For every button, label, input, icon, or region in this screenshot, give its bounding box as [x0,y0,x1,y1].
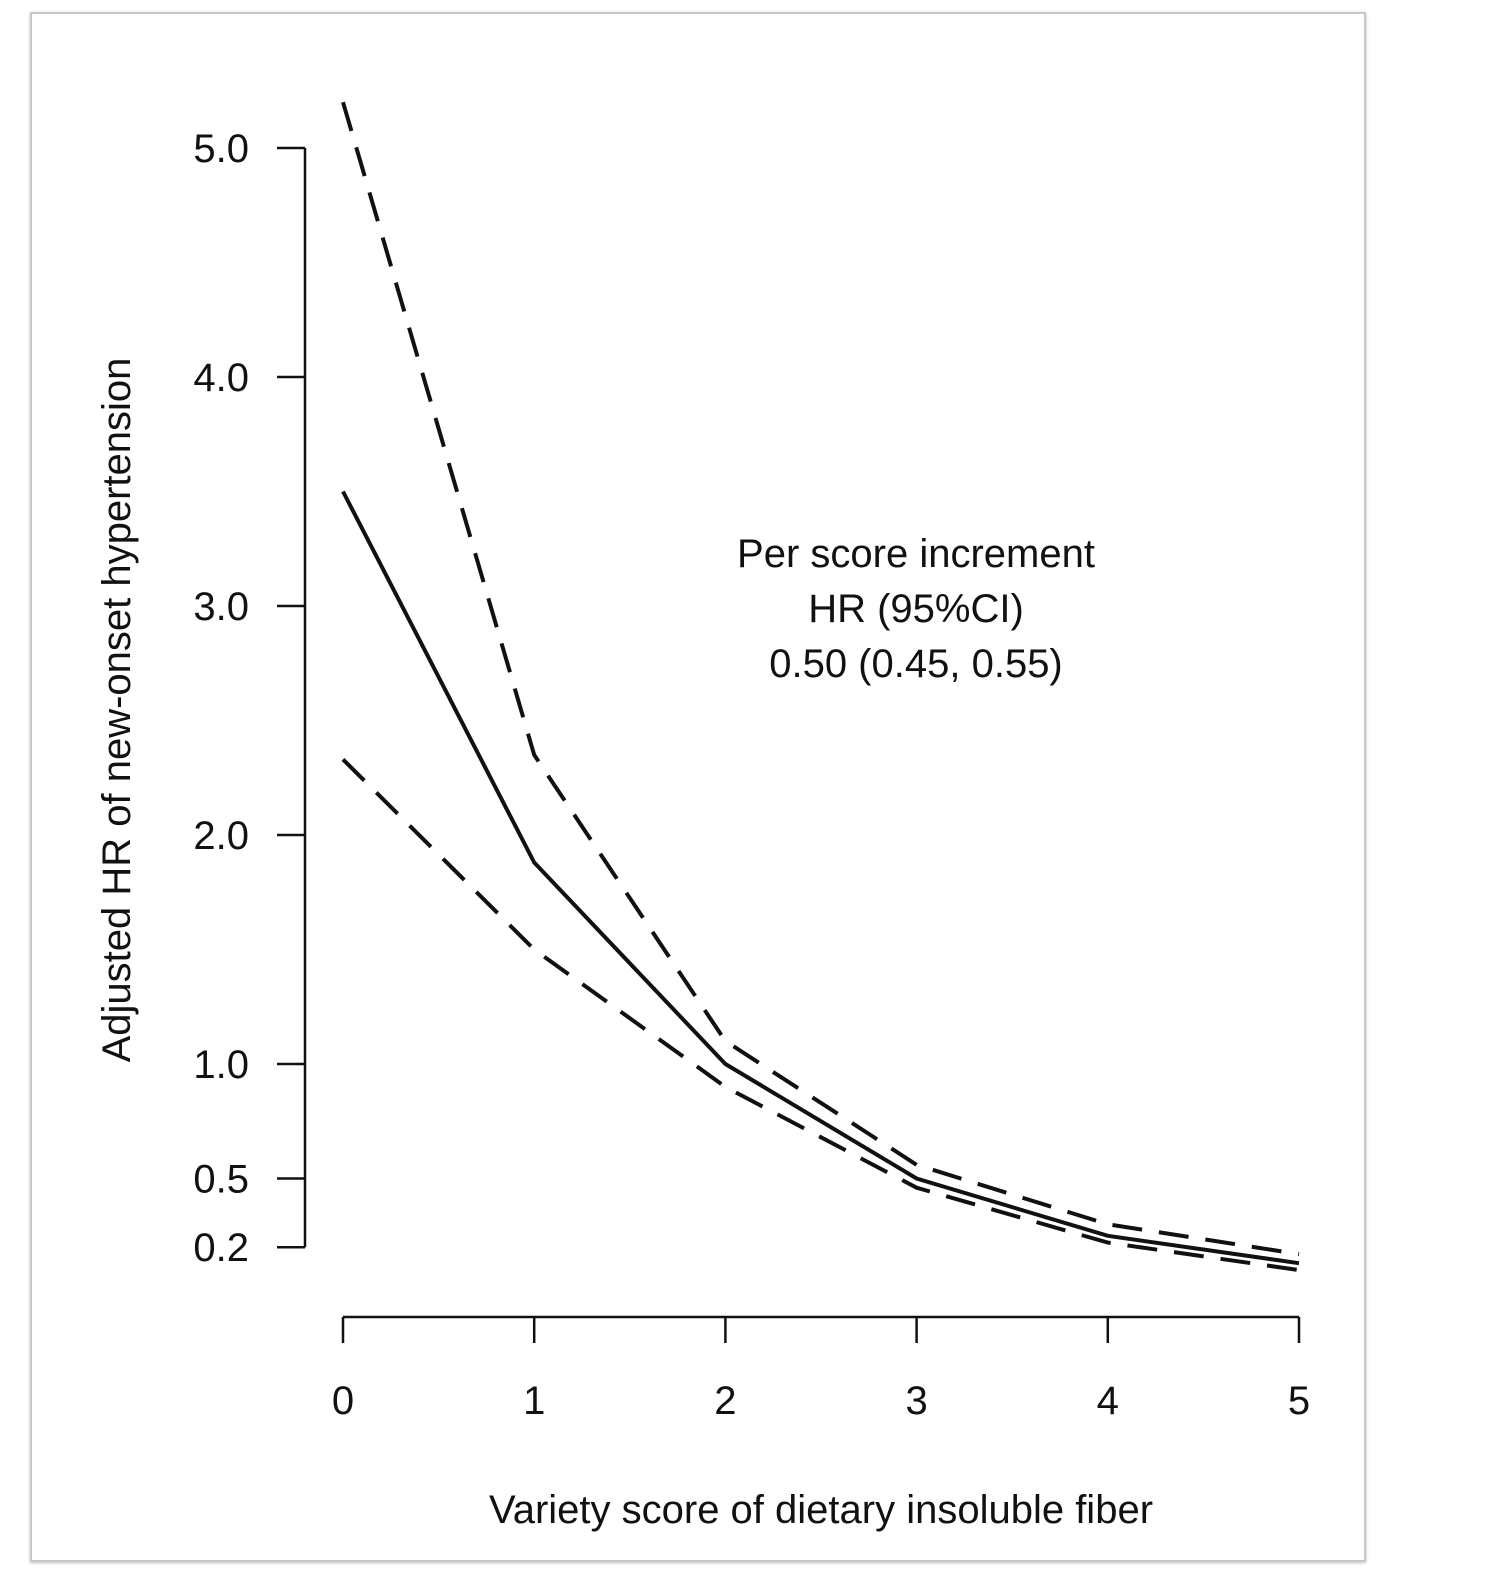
annotation-line-2: HR (95%CI) [808,587,1024,631]
y-tick-label: 1.0 [193,1043,249,1087]
annotation-line-1: Per score increment [737,532,1095,576]
y-tick-label: 0.2 [193,1226,249,1270]
y-tick-label: 5.0 [193,127,249,171]
x-axis: 0 1 2 3 4 5 [332,1315,1310,1423]
y-tick-label: 2.0 [193,814,249,858]
annotation-line-3: 0.50 (0.45, 0.55) [769,642,1063,686]
series-layer [341,101,1300,1273]
y-axis-title: Adjusted HR of new-onset hypertension [95,358,139,1063]
x-tick-label: 4 [1097,1379,1119,1423]
figure-frame [30,12,1366,1562]
x-tick-label: 1 [523,1379,545,1423]
x-tick-label: 2 [714,1379,736,1423]
lower-ci-line [341,757,1300,1273]
hr-annotation: Per score increment HR (95%CI) 0.50 (0.4… [737,532,1095,686]
y-tick-label: 3.0 [193,585,249,629]
hr-estimate-line [341,490,1300,1266]
y-tick-label: 0.5 [193,1158,249,1202]
x-tick-label: 0 [332,1379,354,1423]
y-tick-label: 4.0 [193,356,249,400]
x-tick-label: 5 [1288,1379,1310,1423]
y-axis: 0.2 0.5 1.0 2.0 3.0 4.0 5.0 [193,127,307,1270]
upper-ci-line [341,101,1300,1257]
x-axis-title: Variety score of dietary insoluble fiber [489,1488,1153,1532]
x-tick-label: 3 [905,1379,927,1423]
